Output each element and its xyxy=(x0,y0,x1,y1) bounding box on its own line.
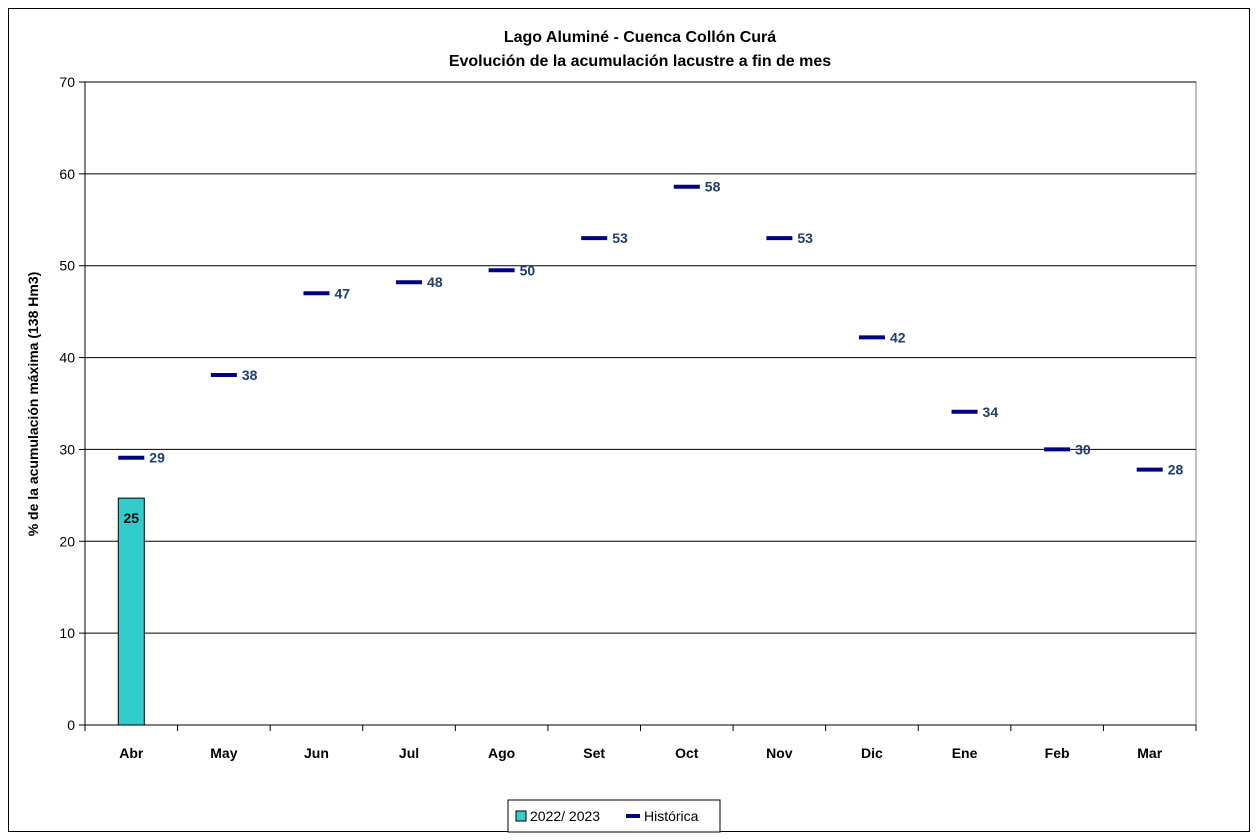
legend: 2022/ 2023 Histórica xyxy=(507,799,721,833)
historica-data-label: 29 xyxy=(149,450,165,466)
legend-label-bar: 2022/ 2023 xyxy=(530,808,600,824)
x-tick-label: Dic xyxy=(861,745,883,761)
y-tick-label: 40 xyxy=(59,350,75,366)
y-axis-label: % de la acumulación máxima (138 Hm3) xyxy=(25,272,41,537)
historica-data-label: 42 xyxy=(890,329,906,345)
plot-background xyxy=(84,81,1197,726)
y-tick-label: 60 xyxy=(59,166,75,182)
historica-data-label: 47 xyxy=(334,285,350,301)
y-tick-label: 0 xyxy=(67,717,75,733)
y-tick-label: 20 xyxy=(59,533,75,549)
historica-data-label: 38 xyxy=(242,367,258,383)
x-tick-label: May xyxy=(210,745,237,761)
historica-data-label: 58 xyxy=(705,179,721,195)
historica-data-label: 53 xyxy=(612,230,628,246)
x-tick-label: Set xyxy=(583,745,605,761)
x-tick-label: Nov xyxy=(766,745,793,761)
plot-area: 0 10 20 30 40 50 60 70 Abr May Jun Jul Ago Set Oct Nov D… xyxy=(59,74,1197,761)
x-tick-label: Jul xyxy=(399,745,419,761)
bar xyxy=(117,497,145,726)
historica-data-label: 30 xyxy=(1075,441,1091,457)
y-tick-label: 10 xyxy=(59,625,75,641)
historica-data-label: 48 xyxy=(427,274,443,290)
x-tick-label: Abr xyxy=(119,745,144,761)
x-tick-label: Ene xyxy=(952,745,978,761)
historica-data-label: 28 xyxy=(1168,462,1184,478)
historica-data-label: 53 xyxy=(797,230,813,246)
legend-box xyxy=(507,799,721,833)
x-tick-label: Jun xyxy=(304,745,329,761)
legend-label-historica: Histórica xyxy=(644,808,699,824)
x-tick-label: Ago xyxy=(488,745,515,761)
y-tick-label: 70 xyxy=(59,74,75,90)
chart-title-line2: Evolución de la acumulación lacustre a f… xyxy=(449,53,831,70)
y-tick-label: 50 xyxy=(59,258,75,274)
historica-data-label: 34 xyxy=(983,404,999,420)
historica-data-label: 50 xyxy=(520,262,536,278)
legend-swatch-bar xyxy=(515,810,527,822)
x-tick-label: Feb xyxy=(1045,745,1070,761)
chart-title-line1: Lago Aluminé - Cuenca Collón Curá xyxy=(504,29,776,46)
bar-data-label: 25 xyxy=(124,510,140,526)
x-tick-label: Oct xyxy=(675,745,699,761)
x-tick-label: Mar xyxy=(1137,745,1162,761)
y-tick-label: 30 xyxy=(59,441,75,457)
